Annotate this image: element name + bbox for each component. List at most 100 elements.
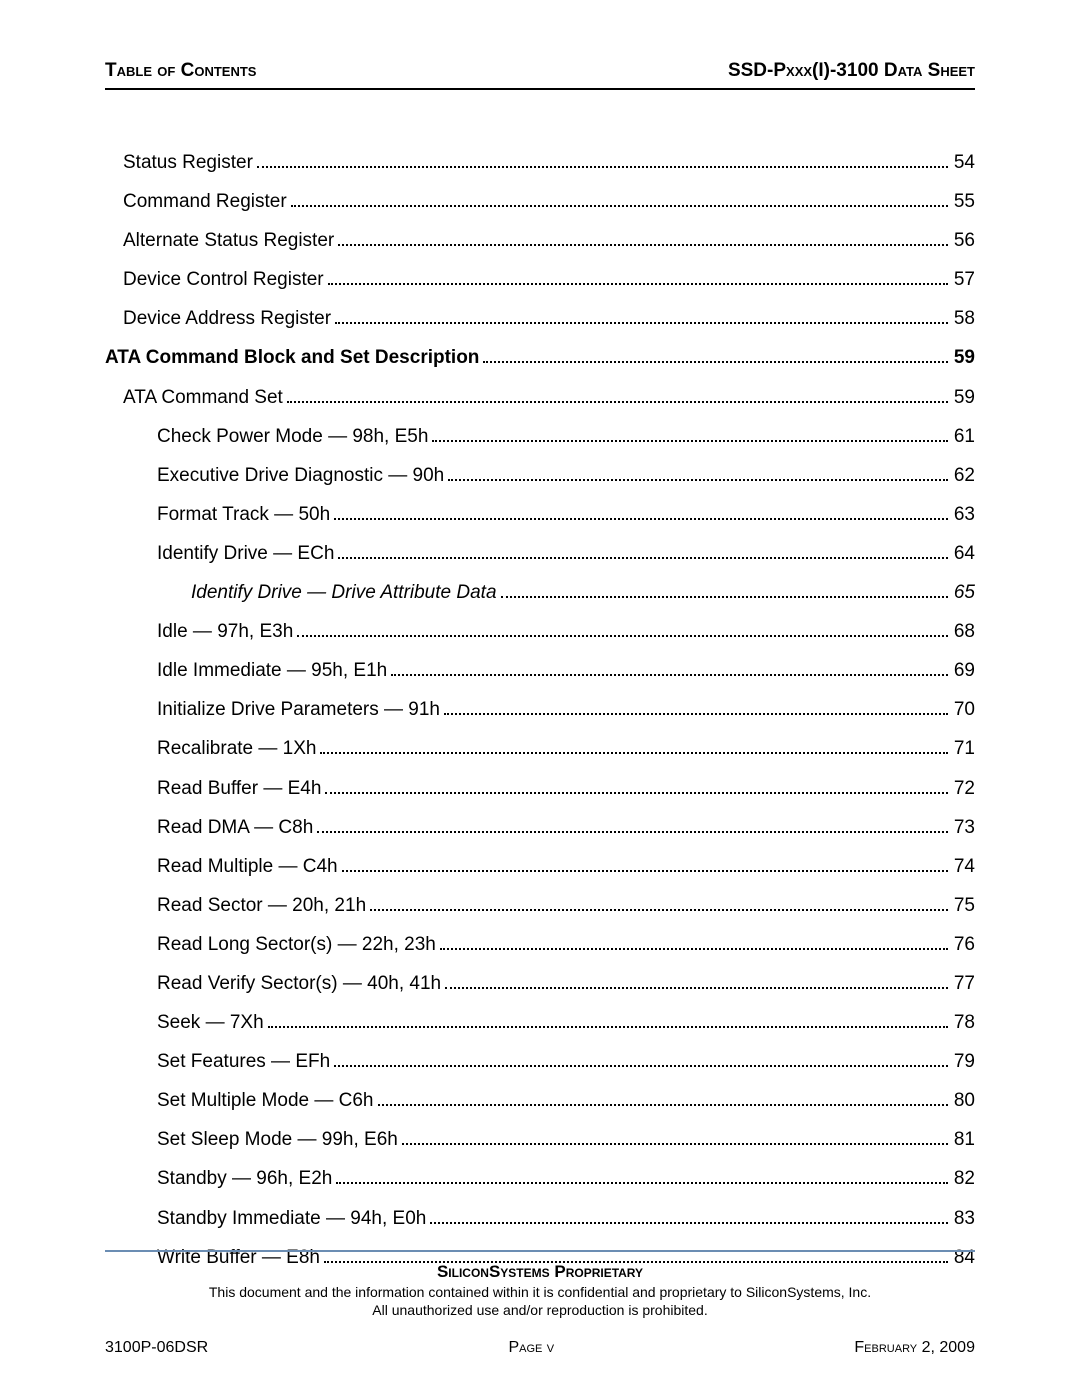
toc-leader-dots [440, 937, 948, 950]
footer-doc-id: 3100P-06DSR [105, 1339, 208, 1357]
toc-entry[interactable]: Check Power Mode — 98h, E5h61 [157, 424, 975, 451]
toc-entry[interactable]: Idle Immediate — 95h, E1h69 [157, 658, 975, 685]
toc-entry-page: 75 [952, 893, 975, 920]
toc-entry-page: 79 [952, 1049, 975, 1076]
toc-entry-page: 54 [952, 150, 975, 177]
footer-page-label: Page v [508, 1339, 554, 1357]
toc-entry[interactable]: Read Sector — 20h, 21h75 [157, 893, 975, 920]
toc-leader-dots [445, 976, 948, 989]
toc-entry-page: 83 [952, 1206, 975, 1233]
toc-entry-page: 73 [952, 815, 975, 842]
toc-entry[interactable]: Format Track — 50h63 [157, 502, 975, 529]
toc-entry-title: Read DMA — C8h [157, 815, 313, 842]
footer-rule [105, 1250, 975, 1252]
toc-entry-page: 64 [952, 541, 975, 568]
toc-entry[interactable]: Set Multiple Mode — C6h 80 [157, 1088, 975, 1115]
toc-entry-title: Executive Drive Diagnostic — 90h [157, 463, 444, 490]
toc-entry-title: Device Address Register [123, 306, 331, 333]
toc-entry[interactable]: Device Address Register58 [123, 306, 975, 333]
toc-leader-dots [325, 780, 947, 793]
toc-entry-title: Device Control Register [123, 267, 324, 294]
toc-leader-dots [336, 1171, 948, 1184]
toc-entry[interactable]: ATA Command Set 59 [123, 385, 975, 412]
toc-leader-dots [448, 467, 948, 480]
toc-leader-dots [334, 507, 948, 520]
toc-entry[interactable]: Read Long Sector(s) — 22h, 23h76 [157, 932, 975, 959]
toc-entry[interactable]: Set Features — EFh 79 [157, 1049, 975, 1076]
toc-entry-page: 55 [952, 189, 975, 216]
toc-leader-dots [317, 819, 948, 832]
toc-entry[interactable]: Idle — 97h, E3h68 [157, 619, 975, 646]
toc-entry-page: 81 [952, 1127, 975, 1154]
toc-entry-page: 71 [952, 736, 975, 763]
header-left: Table of Contents [105, 60, 256, 82]
toc-entry-page: 82 [952, 1166, 975, 1193]
toc-entry-title: Identify Drive — Drive Attribute Data [191, 580, 497, 607]
toc-entry-title: Set Multiple Mode — C6h [157, 1088, 374, 1115]
footer-company: SiliconSystems Proprietary [105, 1262, 975, 1282]
toc-leader-dots [483, 350, 947, 363]
toc-entry-page: 80 [952, 1088, 975, 1115]
toc-entry[interactable]: Initialize Drive Parameters — 91h 70 [157, 697, 975, 724]
toc-entry[interactable]: Seek — 7Xh78 [157, 1010, 975, 1037]
toc-leader-dots [501, 585, 948, 598]
toc-entry[interactable]: Identify Drive — ECh64 [157, 541, 975, 568]
header-right-suffix: (I)-3100 Data Sheet [812, 60, 975, 81]
toc-leader-dots [335, 311, 948, 324]
footer-disclaimer: This document and the information contai… [105, 1284, 975, 1319]
header-right: SSD-Pxxx(I)-3100 Data Sheet [728, 60, 975, 82]
toc-entry-page: 70 [952, 697, 975, 724]
toc-entry[interactable]: Read Verify Sector(s) — 40h, 41h 77 [157, 971, 975, 998]
toc-entry-page: 57 [952, 267, 975, 294]
toc-entry-page: 77 [952, 971, 975, 998]
table-of-contents: Status Register 54 Command Register55 Alter… [105, 150, 975, 1271]
toc-entry[interactable]: Standby Immediate — 94h, E0h 83 [157, 1206, 975, 1233]
toc-entry-page: 63 [952, 502, 975, 529]
toc-entry[interactable]: Identify Drive — Drive Attribute Data 65 [191, 580, 975, 607]
toc-entry-title: Standby Immediate — 94h, E0h [157, 1206, 426, 1233]
toc-entry-title: Initialize Drive Parameters — 91h [157, 697, 440, 724]
toc-entry-title: Status Register [123, 150, 253, 177]
toc-entry[interactable]: Read Buffer — E4h72 [157, 776, 975, 803]
toc-entry-page: 61 [952, 424, 975, 451]
toc-leader-dots [402, 1132, 948, 1145]
toc-entry-title: ATA Command Set [123, 385, 283, 412]
toc-entry-page: 62 [952, 463, 975, 490]
toc-entry[interactable]: Command Register55 [123, 189, 975, 216]
toc-entry[interactable]: Recalibrate — 1Xh71 [157, 736, 975, 763]
page-header: Table of Contents SSD-Pxxx(I)-3100 Data … [105, 60, 975, 90]
header-right-prefix: SSD-P [728, 60, 786, 81]
footer-bar: 3100P-06DSR Page v February 2, 2009 [105, 1339, 975, 1357]
toc-entry-title: Set Features — EFh [157, 1049, 330, 1076]
toc-entry[interactable]: Standby — 96h, E2h 82 [157, 1166, 975, 1193]
toc-entry-page: 59 [952, 385, 975, 412]
toc-entry-title: Set Sleep Mode — 99h, E6h [157, 1127, 398, 1154]
toc-leader-dots [444, 702, 948, 715]
toc-entry[interactable]: ATA Command Block and Set Description59 [105, 345, 975, 372]
toc-entry[interactable]: Read DMA — C8h 73 [157, 815, 975, 842]
toc-leader-dots [342, 858, 948, 871]
toc-entry-title: ATA Command Block and Set Description [105, 345, 479, 372]
toc-leader-dots [338, 233, 948, 246]
header-right-mid: xxx [786, 60, 812, 81]
toc-entry-title: Read Multiple — C4h [157, 854, 338, 881]
toc-leader-dots [334, 1054, 948, 1067]
footer-disclaimer-line2: All unauthorized use and/or reproduction… [372, 1302, 707, 1318]
toc-entry-page: 65 [952, 580, 975, 607]
toc-entry-title: Read Long Sector(s) — 22h, 23h [157, 932, 436, 959]
toc-entry[interactable]: Set Sleep Mode — 99h, E6h 81 [157, 1127, 975, 1154]
toc-entry[interactable]: Read Multiple — C4h 74 [157, 854, 975, 881]
toc-entry[interactable]: Status Register 54 [123, 150, 975, 177]
toc-entry[interactable]: Device Control Register 57 [123, 267, 975, 294]
toc-entry-title: Standby — 96h, E2h [157, 1166, 332, 1193]
toc-entry-page: 68 [952, 619, 975, 646]
toc-leader-dots [291, 194, 948, 207]
toc-entry[interactable]: Alternate Status Register56 [123, 228, 975, 255]
toc-entry-page: 78 [952, 1010, 975, 1037]
toc-entry[interactable]: Executive Drive Diagnostic — 90h 62 [157, 463, 975, 490]
toc-entry-title: Alternate Status Register [123, 228, 334, 255]
toc-entry-title: Read Verify Sector(s) — 40h, 41h [157, 971, 441, 998]
toc-leader-dots [370, 897, 948, 910]
toc-entry-page: 74 [952, 854, 975, 881]
toc-entry-title: Read Buffer — E4h [157, 776, 321, 803]
